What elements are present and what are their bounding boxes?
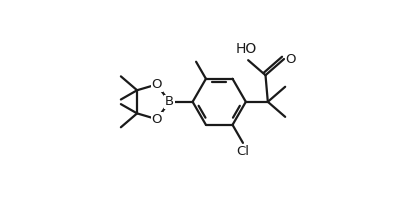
Text: Cl: Cl xyxy=(237,145,249,158)
Text: O: O xyxy=(285,53,296,65)
Text: B: B xyxy=(165,95,174,108)
Text: HO: HO xyxy=(235,42,256,56)
Text: O: O xyxy=(152,113,162,126)
Text: O: O xyxy=(152,78,162,91)
